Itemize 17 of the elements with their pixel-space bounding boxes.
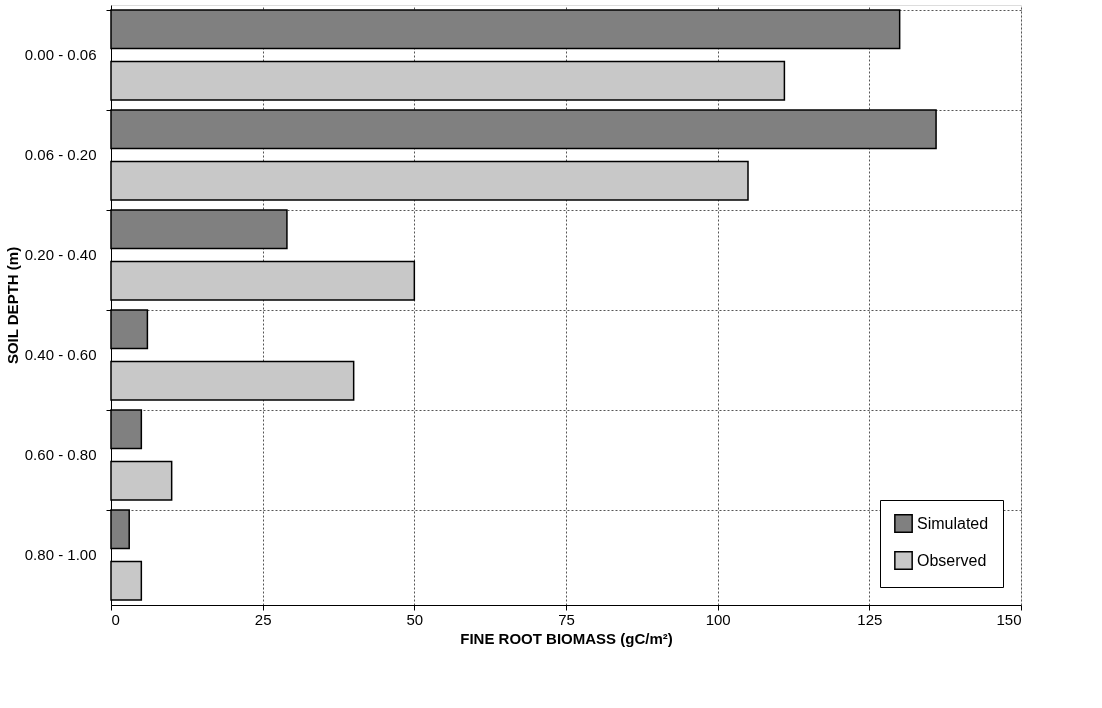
y-tick-label: 0.20 - 0.40 (24, 246, 97, 263)
x-tick-label: 100 (705, 610, 731, 628)
y-axis-title: SOIL DEPTH (m) (3, 246, 21, 365)
x-tick-label: 75 (558, 610, 575, 628)
y-tick-label: 0.40 - 0.60 (24, 346, 97, 363)
x-tick-label: 25 (254, 610, 272, 628)
x-tick-label: 125 (857, 610, 883, 628)
legend-label: Observed (917, 551, 987, 569)
x-tick-label: 150 (996, 610, 1022, 628)
y-tick-label: 0.80 - 1.00 (24, 546, 97, 563)
y-tick-label: 0.06 - 0.20 (24, 146, 97, 163)
legend-label: Simulated (917, 514, 989, 532)
x-tick-label: 50 (406, 610, 424, 628)
x-tick-label: 0 (111, 610, 120, 628)
y-tick-label: 0.00 - 0.06 (24, 46, 97, 63)
y-tick-label: 0.60 - 0.80 (24, 446, 97, 463)
x-axis-title: FINE ROOT BIOMASS (gC/m²) (460, 629, 673, 647)
